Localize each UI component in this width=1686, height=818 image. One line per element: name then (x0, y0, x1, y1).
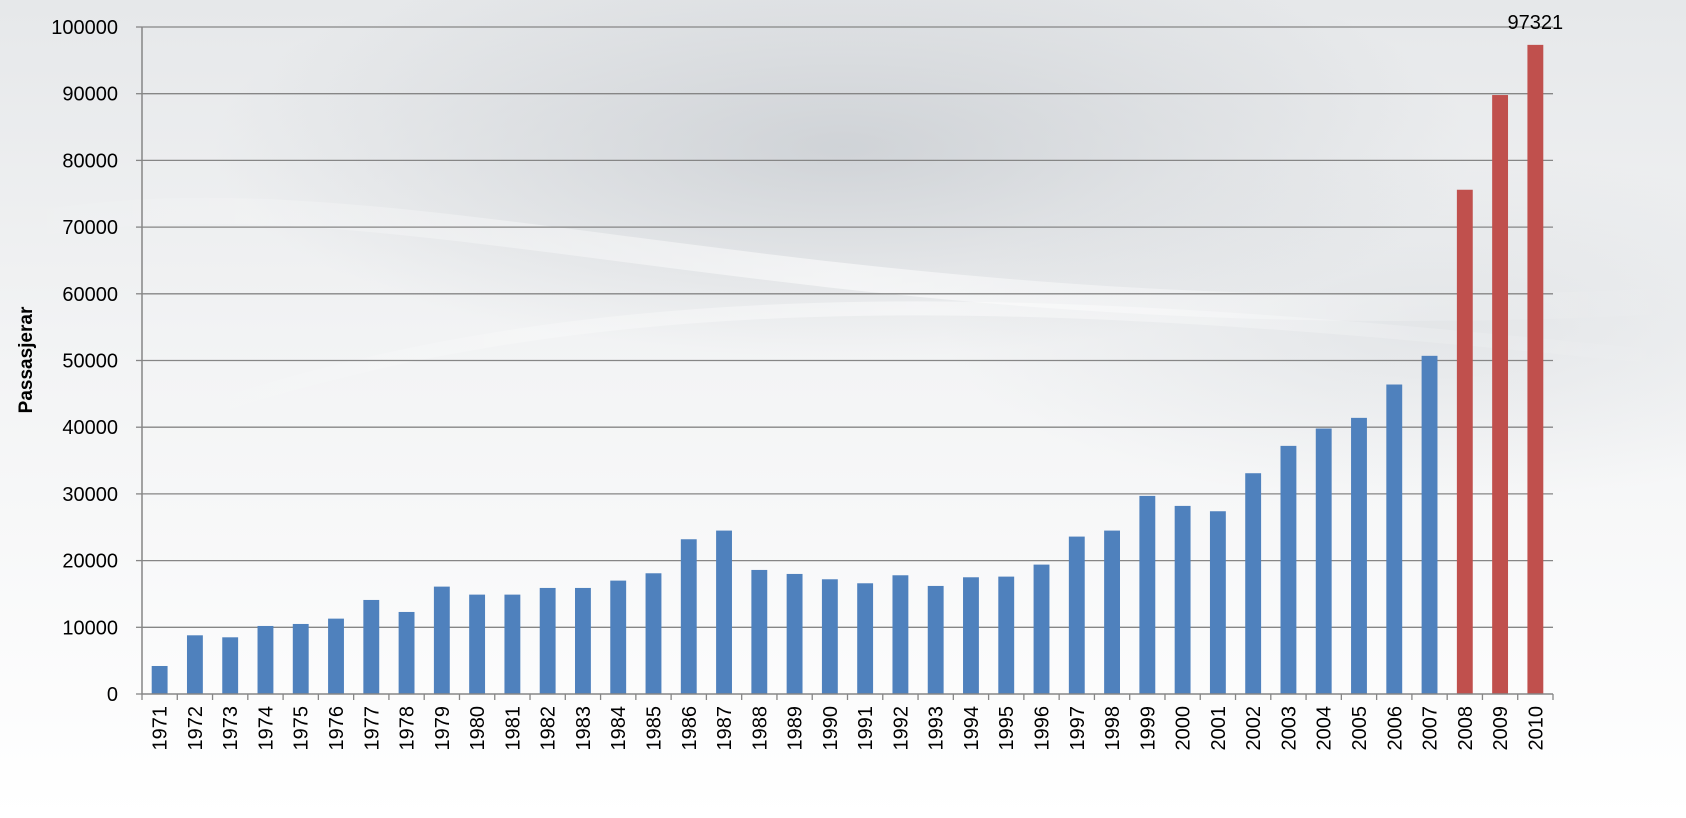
y-tick-label: 20000 (62, 551, 118, 573)
bar-2001 (1209, 511, 1226, 694)
bar-1980 (469, 594, 486, 694)
bar-1973 (222, 637, 239, 694)
bar-1981 (504, 594, 521, 694)
x-tick-label: 2004 (1314, 706, 1336, 751)
bar-2010 (1527, 44, 1544, 694)
bar-1982 (539, 587, 556, 694)
bar-1992 (892, 575, 909, 694)
bar-1994 (963, 577, 979, 694)
x-tick-label: 1971 (150, 706, 172, 751)
x-tick-label: 1981 (502, 706, 524, 751)
background-swoosh (0, 197, 1686, 437)
x-tick-label: 2006 (1384, 706, 1406, 751)
x-tick-label: 1999 (1137, 706, 1159, 751)
x-tick-label: 1992 (890, 706, 912, 751)
bar-2000 (1174, 505, 1191, 694)
y-tick-label: 0 (107, 684, 118, 706)
bars (151, 44, 1544, 695)
y-axis-ticks: 0 10000 20000 30000 40000 50000 60000 70000 8000… (51, 17, 142, 706)
x-tick-label: 1977 (361, 706, 383, 751)
x-tick-label: 2010 (1525, 706, 1547, 751)
x-tick-label: 1978 (397, 706, 419, 751)
x-tick-label: 1998 (1102, 706, 1124, 751)
bar-1971 (151, 665, 168, 694)
x-tick-label: 2003 (1278, 706, 1300, 751)
x-axis-ticks: 1971 1972 1973 1974 1975 1976 1977 1978 1979 1980… (141, 694, 1554, 751)
bar-1997 (1068, 536, 1085, 694)
y-tick-label: 50000 (62, 351, 118, 373)
bar-1991 (857, 583, 874, 694)
bar-1990 (821, 579, 838, 694)
x-tick-label: 1972 (185, 706, 207, 751)
x-tick-label: 1991 (855, 706, 877, 751)
x-tick-label: 1994 (961, 706, 983, 751)
bar-1993 (927, 585, 944, 694)
x-tick-label: 1989 (785, 706, 807, 751)
x-tick-label: 1984 (608, 706, 630, 751)
bar-1972 (186, 635, 203, 694)
bar-1995 (998, 576, 1015, 694)
y-tick-label: 40000 (62, 417, 118, 439)
bar-2007 (1421, 355, 1438, 694)
y-tick-label: 60000 (62, 284, 118, 306)
y-axis-label: Passasjerar (16, 306, 37, 413)
x-tick-label: 1986 (679, 706, 701, 751)
bar-1983 (575, 587, 591, 694)
bar-2004 (1315, 428, 1332, 694)
bar-1988 (751, 569, 768, 694)
x-tick-label: 1985 (643, 706, 665, 751)
bar-1984 (610, 580, 627, 694)
x-tick-label: 1976 (326, 706, 348, 751)
bar-1978 (398, 611, 415, 694)
x-tick-label: 1993 (926, 706, 948, 751)
x-tick-label: 2008 (1455, 706, 1477, 751)
x-tick-label: 2005 (1349, 706, 1371, 751)
bar-1977 (363, 599, 380, 694)
data-labels: 97321 (1508, 12, 1564, 34)
x-tick-label: 1979 (432, 706, 454, 751)
bar-1996 (1033, 564, 1050, 694)
bar-1975 (292, 623, 309, 694)
x-tick-label: 1980 (467, 706, 489, 751)
bar-1974 (257, 625, 274, 694)
x-tick-label: 2002 (1243, 706, 1265, 751)
bar-1998 (1104, 530, 1120, 694)
x-tick-label: 1996 (1032, 706, 1054, 751)
y-tick-label: 80000 (62, 150, 118, 172)
bar-2008 (1456, 189, 1473, 695)
x-tick-label: 1988 (749, 706, 771, 751)
y-tick-label: 100000 (51, 17, 118, 39)
x-tick-label: 1975 (291, 706, 313, 751)
bar-2009 (1492, 95, 1509, 694)
y-tick-label: 90000 (62, 84, 118, 106)
x-tick-label: 1983 (573, 706, 595, 751)
x-tick-label: 1997 (1067, 706, 1089, 751)
bar-1976 (328, 618, 344, 694)
x-tick-label: 2001 (1208, 706, 1230, 751)
x-tick-label: 1974 (255, 706, 277, 751)
x-tick-label: 1990 (820, 706, 842, 751)
x-tick-label: 1973 (220, 706, 242, 751)
bar-2003 (1280, 445, 1297, 694)
bar-1979 (433, 586, 450, 694)
data-label-2010: 97321 (1508, 12, 1564, 34)
x-tick-label: 2000 (1173, 706, 1195, 751)
bar-1989 (786, 573, 803, 694)
y-tick-label: 30000 (62, 484, 118, 506)
bar-2006 (1386, 384, 1403, 694)
bar-1999 (1139, 495, 1156, 694)
x-tick-label: 1982 (538, 706, 560, 751)
x-tick-label: 2007 (1420, 706, 1442, 751)
bar-2002 (1245, 473, 1262, 694)
x-tick-label: 2009 (1490, 706, 1512, 751)
bar-2005 (1351, 417, 1367, 694)
x-tick-label: 1987 (714, 706, 736, 751)
y-tick-label: 70000 (62, 217, 118, 239)
y-tick-label: 10000 (62, 617, 118, 639)
bar-1985 (645, 573, 662, 694)
bar-1987 (716, 530, 732, 694)
x-tick-label: 1995 (996, 706, 1018, 751)
bar-1986 (680, 539, 697, 694)
